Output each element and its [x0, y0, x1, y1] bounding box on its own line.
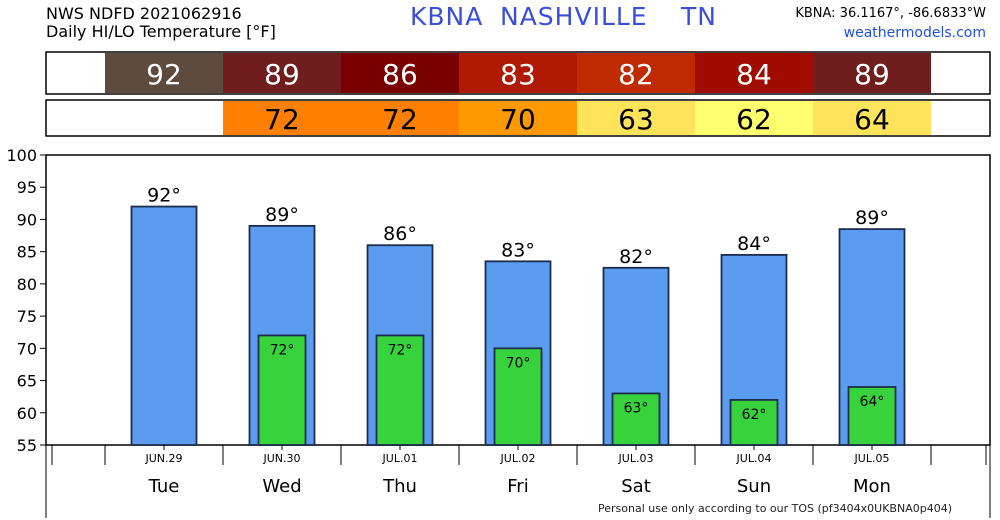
y-tick-label: 55 — [17, 436, 37, 455]
hi-bar-label: 82° — [619, 246, 653, 268]
station-state: TN — [681, 2, 717, 31]
hi-bar-label: 89° — [855, 207, 889, 229]
x-day-label: Sat — [621, 476, 651, 497]
lo-strip-value: 63 — [618, 103, 654, 136]
lo-bar-label: 72° — [388, 342, 413, 358]
lo-strip-value: 72 — [382, 103, 418, 136]
y-tick-label: 95 — [17, 178, 37, 197]
x-date-label: JUN.30 — [262, 452, 300, 465]
hi-strip-cell — [459, 53, 577, 93]
lo-bar — [375, 334, 425, 446]
x-day-label: Thu — [382, 476, 417, 497]
hi-strip-cell — [813, 53, 931, 93]
hi-strip-value: 82 — [618, 58, 654, 91]
hi-bar-label: 83° — [501, 239, 535, 261]
lo-bar — [257, 334, 307, 446]
hi-strip-cell — [341, 53, 459, 93]
hi-bar-label: 84° — [737, 233, 771, 255]
x-date-label: JUL.03 — [618, 452, 654, 465]
x-day-label: Tue — [148, 476, 180, 497]
hi-strip-value: 89 — [854, 58, 890, 91]
lo-strip-value: 72 — [264, 103, 300, 136]
chart-title-line1: NWS NDFD 2021062916 — [46, 4, 242, 23]
station-coordinates: KBNA: 36.1167°, -86.6833°W — [795, 6, 986, 21]
lo-strip-cell — [577, 101, 695, 135]
x-date-label: JUL.05 — [854, 452, 890, 465]
lo-strip-cell — [223, 101, 341, 135]
site-link[interactable]: weathermodels.com — [843, 25, 986, 41]
x-day-label: Sun — [737, 476, 771, 497]
hi-strip-cell — [223, 53, 341, 93]
x-date-label: JUL.02 — [500, 452, 536, 465]
lo-bar-label: 64° — [860, 394, 885, 410]
y-tick-label: 85 — [17, 243, 37, 262]
lo-strip-cell — [459, 101, 577, 135]
lo-strip-value: 70 — [500, 103, 536, 136]
hi-strip-value: 86 — [382, 58, 418, 91]
x-day-label: Mon — [853, 476, 891, 497]
station-id: KBNA — [410, 2, 484, 31]
hi-bar-label: 86° — [383, 223, 417, 245]
y-tick-label: 90 — [17, 210, 37, 229]
hi-bar-label: 89° — [265, 204, 299, 226]
hi-strip-cell — [577, 53, 695, 93]
y-tick-label: 100 — [6, 146, 37, 165]
hi-bar-label: 92° — [147, 185, 181, 207]
hi-strip-cell — [105, 53, 223, 93]
lo-bar-label: 63° — [624, 400, 649, 416]
x-date-label: JUN.29 — [144, 452, 182, 465]
hi-strip-value: 83 — [500, 58, 536, 91]
x-date-label: JUL.04 — [736, 452, 772, 465]
lo-bar-label: 72° — [270, 342, 295, 358]
hi-strip-cell — [695, 53, 813, 93]
lo-bar — [847, 386, 897, 446]
hi-strip-value: 89 — [264, 58, 300, 91]
x-day-label: Fri — [507, 476, 528, 497]
chart-title-line2: Daily HI/LO Temperature [°F] — [46, 22, 276, 41]
y-tick-label: 75 — [17, 307, 37, 326]
lo-strip-cell — [695, 101, 813, 135]
lo-strip-value: 64 — [854, 103, 890, 136]
station-name: NASHVILLE — [500, 2, 648, 31]
y-tick-label: 60 — [17, 404, 37, 423]
lo-strip-cell — [341, 101, 459, 135]
y-tick-label: 70 — [17, 339, 37, 358]
y-tick-label: 65 — [17, 372, 37, 391]
lo-bar — [493, 347, 543, 446]
x-day-label: Wed — [262, 476, 301, 497]
hi-strip-value: 92 — [146, 58, 182, 91]
hi-bar — [130, 205, 198, 446]
lo-bar — [611, 392, 661, 446]
lo-bar-label: 70° — [506, 355, 531, 371]
lo-strip-cell — [813, 101, 931, 135]
tos-notice: Personal use only according to our TOS (… — [598, 502, 952, 515]
lo-strip-value: 62 — [736, 103, 772, 136]
y-tick-label: 80 — [17, 275, 37, 294]
lo-bar-label: 62° — [742, 407, 767, 423]
x-date-label: JUL.01 — [382, 452, 418, 465]
hi-strip-value: 84 — [736, 58, 772, 91]
